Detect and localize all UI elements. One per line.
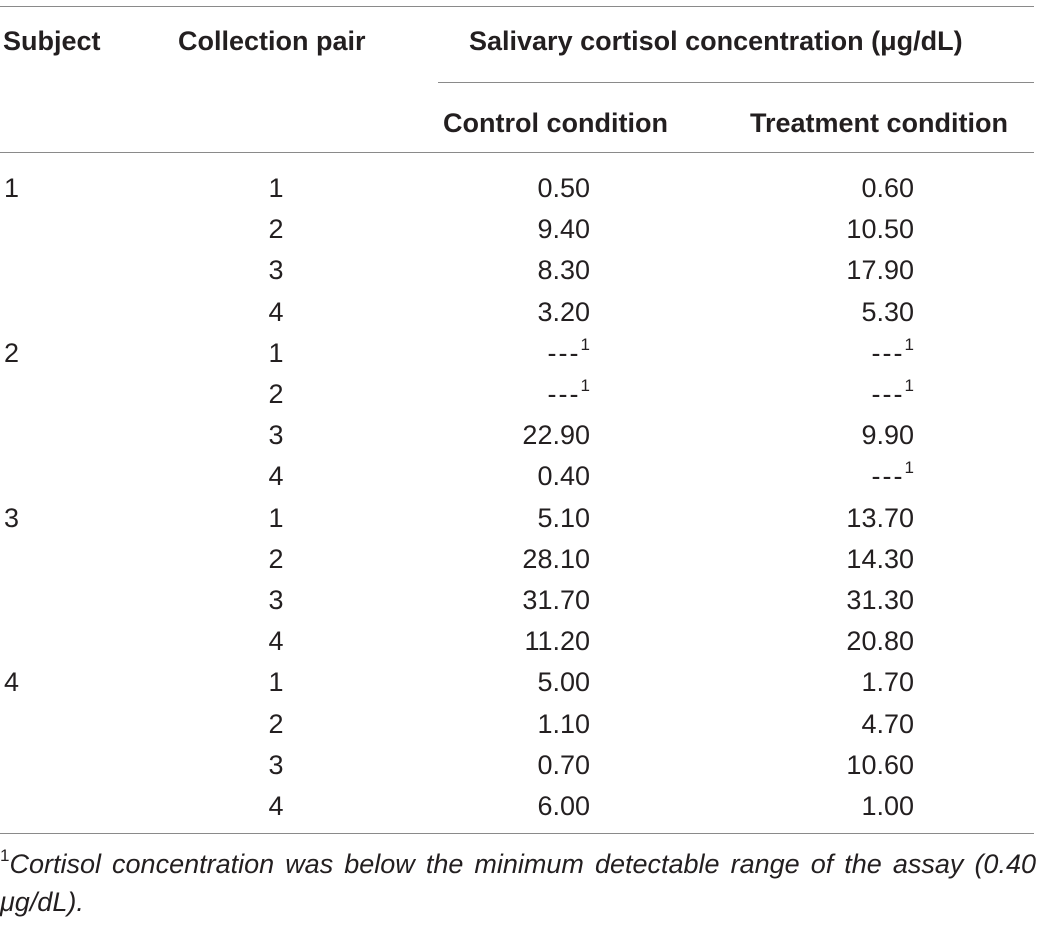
cell-treatment-value: ---1 bbox=[871, 376, 914, 409]
cell-treatment-value: 13.70 bbox=[846, 503, 914, 533]
cell-control-value: 0.40 bbox=[537, 461, 590, 491]
cell-treatment-value: 10.50 bbox=[846, 214, 914, 244]
cell-control-value: 5.00 bbox=[537, 667, 590, 697]
cell-collection-pair: 3 bbox=[268, 420, 284, 450]
cell-treatment-value: 17.90 bbox=[846, 255, 914, 285]
cell-control-value: ---1 bbox=[547, 376, 590, 409]
cell-control-value: 9.40 bbox=[537, 214, 590, 244]
cell-treatment-value: 10.60 bbox=[846, 750, 914, 780]
cell-control-value: 11.20 bbox=[524, 626, 590, 656]
cell-collection-pair: 1 bbox=[268, 503, 284, 533]
footnote-text: Cortisol concentration was below the min… bbox=[0, 849, 1036, 917]
cell-subject: 2 bbox=[4, 338, 20, 368]
cell-control-value: 28.10 bbox=[522, 544, 590, 574]
cell-control-value: 8.30 bbox=[537, 255, 590, 285]
header-treatment-condition: Treatment condition bbox=[750, 108, 1009, 138]
header-subject: Subject bbox=[3, 26, 101, 56]
cell-treatment-value: 31.30 bbox=[846, 585, 914, 615]
cell-control-value: 0.70 bbox=[537, 750, 590, 780]
cell-collection-pair: 3 bbox=[268, 585, 284, 615]
cell-treatment-value: 1.00 bbox=[861, 791, 914, 821]
cell-treatment-value: 1.70 bbox=[861, 667, 914, 697]
cell-control-value: 3.20 bbox=[537, 297, 590, 327]
cell-collection-pair: 2 bbox=[268, 544, 284, 574]
cell-treatment-value: 4.70 bbox=[861, 709, 914, 739]
header-salivary-cortisol: Salivary cortisol concentration (μg/dL) bbox=[469, 26, 963, 56]
footnote-ref: 1 bbox=[904, 458, 914, 477]
header-group-rule bbox=[438, 82, 1034, 83]
cell-collection-pair: 3 bbox=[268, 255, 284, 285]
cell-collection-pair: 2 bbox=[268, 379, 284, 409]
cell-control-value: ---1 bbox=[547, 335, 590, 368]
header-control-condition: Control condition bbox=[443, 108, 668, 138]
cell-collection-pair: 1 bbox=[268, 667, 284, 697]
footnote-ref: 1 bbox=[904, 376, 914, 395]
cell-collection-pair: 4 bbox=[268, 626, 284, 656]
cell-subject: 1 bbox=[4, 173, 20, 203]
cell-treatment-value: 0.60 bbox=[861, 173, 914, 203]
cell-treatment-value: 5.30 bbox=[861, 297, 914, 327]
table-bottom-rule bbox=[0, 833, 1034, 834]
table-top-rule bbox=[0, 6, 1034, 7]
cell-subject: 4 bbox=[4, 667, 20, 697]
header-bottom-rule bbox=[0, 152, 1034, 153]
cell-treatment-value: ---1 bbox=[871, 335, 914, 368]
cell-collection-pair: 1 bbox=[268, 173, 284, 203]
cell-collection-pair: 4 bbox=[268, 791, 284, 821]
cell-control-value: 22.90 bbox=[522, 420, 590, 450]
footnote-ref: 1 bbox=[580, 376, 590, 395]
cell-subject: 3 bbox=[4, 503, 20, 533]
cell-collection-pair: 3 bbox=[268, 750, 284, 780]
cell-control-value: 0.50 bbox=[537, 173, 590, 203]
cell-collection-pair: 2 bbox=[268, 214, 284, 244]
cell-control-value: 1.10 bbox=[537, 709, 590, 739]
cell-treatment-value: 9.90 bbox=[861, 420, 914, 450]
header-collection-pair: Collection pair bbox=[178, 26, 366, 56]
footnote-ref: 1 bbox=[580, 335, 590, 354]
cell-control-value: 31.70 bbox=[522, 585, 590, 615]
cell-control-value: 6.00 bbox=[537, 791, 590, 821]
cell-treatment-value: 20.80 bbox=[846, 626, 914, 656]
cell-collection-pair: 4 bbox=[268, 297, 284, 327]
cell-collection-pair: 4 bbox=[268, 461, 284, 491]
footnote-ref: 1 bbox=[904, 335, 914, 354]
cell-treatment-value: ---1 bbox=[871, 458, 914, 491]
cell-control-value: 5.10 bbox=[537, 503, 590, 533]
footnote-marker: 1 bbox=[0, 846, 10, 865]
cell-collection-pair: 2 bbox=[268, 709, 284, 739]
cell-collection-pair: 1 bbox=[268, 338, 284, 368]
cell-treatment-value: 14.30 bbox=[846, 544, 914, 574]
footnote: 1Cortisol concentration was below the mi… bbox=[0, 845, 1036, 921]
